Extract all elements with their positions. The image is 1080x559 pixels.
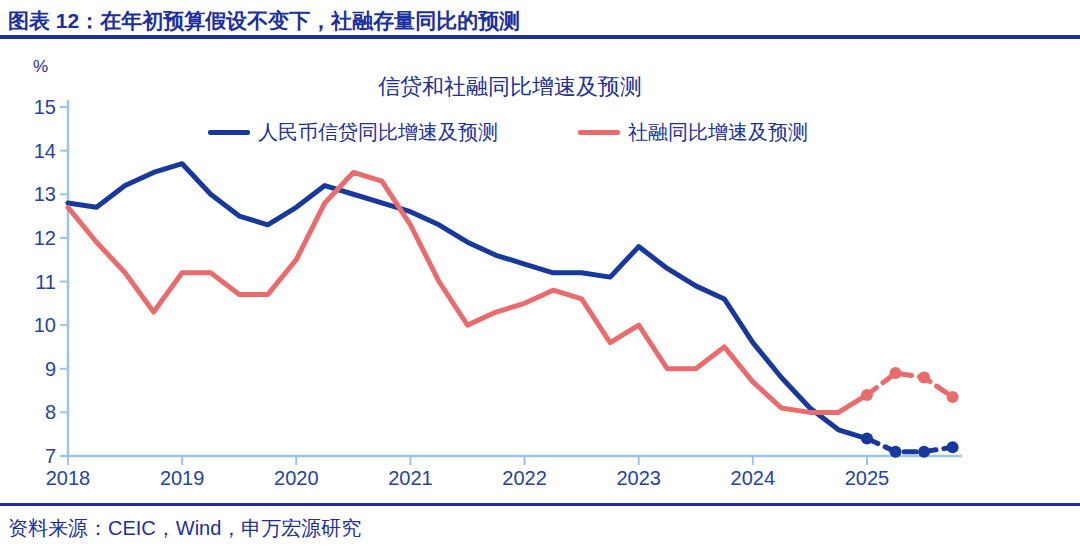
x-tick-label: 2024 xyxy=(731,467,776,489)
y-tick-label: 9 xyxy=(45,358,56,380)
x-tick-label: 2019 xyxy=(160,467,205,489)
y-tick-label: 7 xyxy=(45,445,56,467)
forecast-marker-0 xyxy=(861,433,873,445)
series-forecast-line-1 xyxy=(867,373,953,397)
y-tick-label: 8 xyxy=(45,401,56,423)
forecast-marker-1 xyxy=(890,367,902,379)
x-tick-label: 2022 xyxy=(502,467,547,489)
x-tick-label: 2025 xyxy=(845,467,890,489)
y-tick-label: 14 xyxy=(34,140,56,162)
forecast-marker-1 xyxy=(861,389,873,401)
series-line-0 xyxy=(68,164,867,439)
y-tick-label: 11 xyxy=(35,271,56,293)
series-forecast-line-0 xyxy=(867,439,953,452)
series-line-1 xyxy=(68,172,867,412)
chart-area: % 信贷和社融同比增速及预测 人民币信贷同比增速及预测 社融同比增速及预测 15… xyxy=(0,0,1080,503)
x-tick-label: 2020 xyxy=(274,467,319,489)
forecast-marker-1 xyxy=(947,391,959,403)
forecast-marker-0 xyxy=(947,441,959,453)
report-figure-page: 图表 12：在年初预算假设不变下，社融存量同比的预测 % 信贷和社融同比增速及预… xyxy=(0,0,1080,559)
forecast-marker-1 xyxy=(918,371,930,383)
y-tick-label: 12 xyxy=(34,227,56,249)
y-tick-label: 13 xyxy=(34,183,56,205)
source-note: 资料来源：CEIC，Wind，申万宏源研究 xyxy=(8,515,1080,542)
forecast-marker-0 xyxy=(890,446,902,458)
line-chart-plot: 15 14 13 12 11 10 9 8 72018 2019 2020 2021 2022 2023 2… xyxy=(0,0,1080,503)
y-tick-label: 15 xyxy=(34,96,56,118)
x-tick-label: 2023 xyxy=(616,467,661,489)
forecast-marker-0 xyxy=(918,446,930,458)
y-tick-label: 10 xyxy=(34,314,56,336)
x-tick-label: 2018 xyxy=(46,467,91,489)
figure-footer: 资料来源：CEIC，Wind，申万宏源研究 xyxy=(0,503,1080,542)
x-tick-label: 2021 xyxy=(388,467,433,489)
